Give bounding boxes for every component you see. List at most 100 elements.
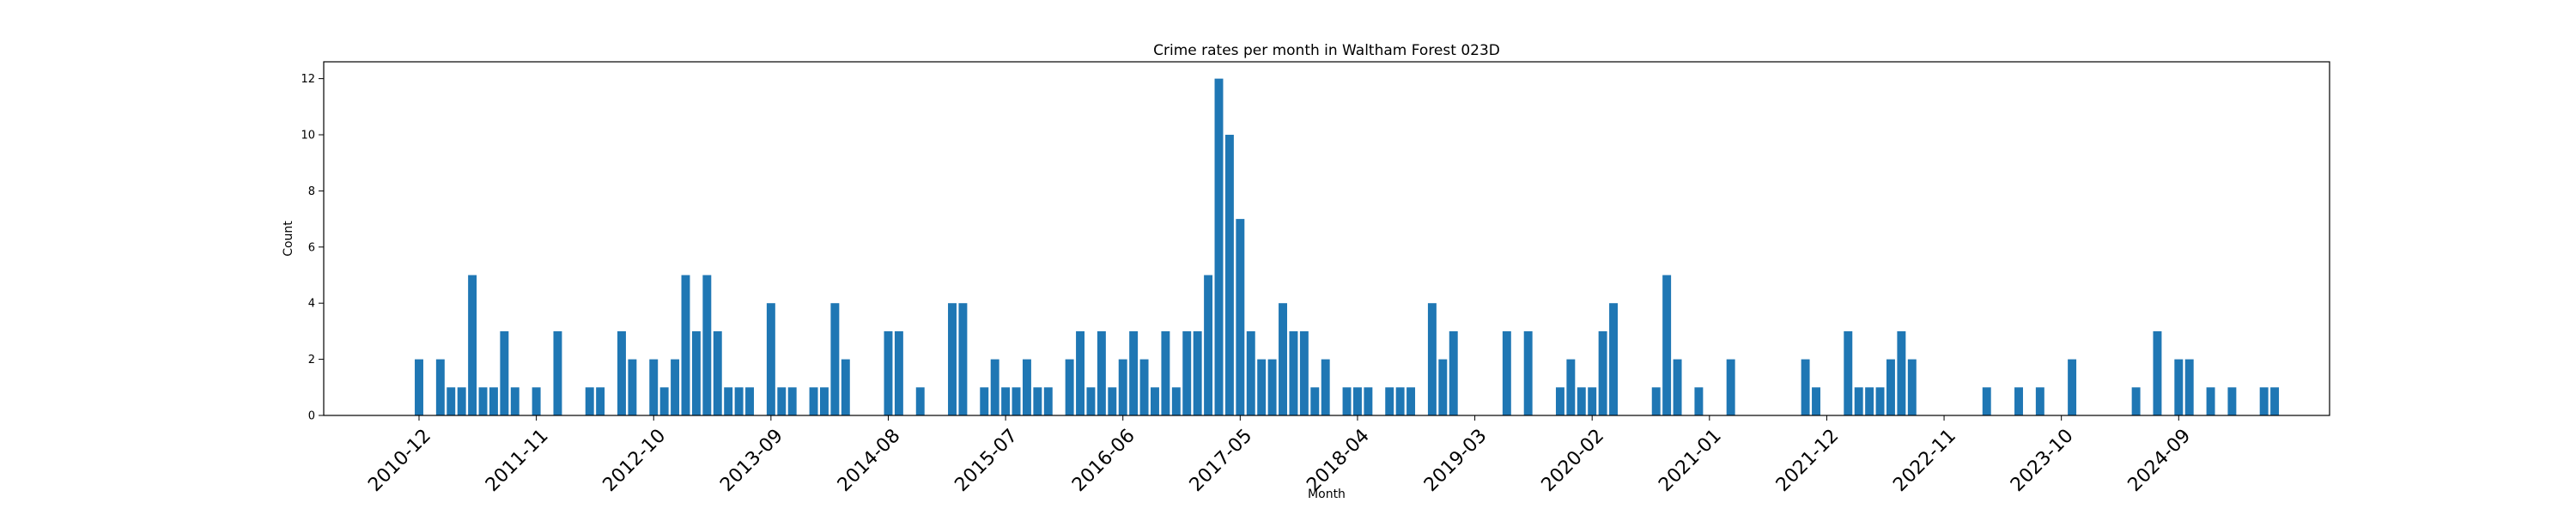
bar-131 (1812, 387, 1820, 415)
bar-81 (1279, 303, 1287, 415)
bar-110 (1588, 387, 1597, 415)
bar-78 (1246, 330, 1255, 415)
bar-61 (1065, 359, 1074, 415)
bar-50 (948, 303, 957, 415)
bar-70 (1161, 330, 1170, 415)
bar-47 (915, 387, 925, 415)
bar-82 (1289, 330, 1298, 415)
bar-112 (1609, 303, 1619, 415)
bar-97 (1449, 330, 1458, 415)
bar-53 (980, 387, 989, 415)
bar-28 (713, 330, 722, 415)
x-tick-label: 2012-10 (599, 425, 671, 496)
bar-0 (415, 359, 423, 415)
bar-4 (457, 387, 466, 415)
bar-136 (1865, 387, 1874, 415)
bar-96 (1438, 359, 1448, 415)
bar-45 (894, 330, 903, 415)
x-tick-label: 2010-12 (364, 425, 435, 496)
bar-87 (1342, 387, 1352, 415)
bar-55 (1001, 387, 1011, 415)
bar-56 (1012, 387, 1021, 415)
bar-31 (745, 387, 754, 415)
bar-137 (1875, 387, 1885, 415)
bar-135 (1854, 387, 1863, 415)
bar-67 (1129, 330, 1139, 415)
bar-83 (1299, 330, 1309, 415)
bar-134 (1844, 330, 1853, 415)
x-tick-label: 2023-10 (2007, 425, 2078, 496)
bar-150 (2014, 387, 2023, 415)
bar-152 (2035, 387, 2044, 415)
bars-group (415, 78, 2280, 416)
x-tick-label: 2016-06 (1068, 425, 1139, 496)
bar-173 (2259, 387, 2269, 415)
bar-71 (1171, 387, 1181, 415)
bar-109 (1577, 387, 1586, 415)
bar-116 (1651, 387, 1661, 415)
y-tick-label: 8 (308, 185, 315, 198)
bar-118 (1673, 359, 1682, 415)
bar-2 (435, 359, 445, 415)
x-tick-label: 2022-11 (1889, 425, 1960, 496)
bar-35 (787, 387, 797, 415)
bar-91 (1385, 387, 1394, 415)
bar-111 (1598, 330, 1607, 415)
bar-54 (990, 359, 999, 415)
bar-33 (766, 303, 775, 415)
bar-27 (702, 275, 712, 415)
bar-64 (1097, 330, 1106, 415)
bar-44 (884, 330, 893, 415)
x-tick-label: 2013-09 (716, 425, 787, 496)
bar-163 (2153, 330, 2162, 415)
bar-84 (1310, 387, 1320, 415)
x-tick-label: 2024-09 (2124, 425, 2196, 496)
bar-120 (1694, 387, 1704, 415)
bar-79 (1257, 359, 1267, 415)
bar-6 (478, 387, 488, 415)
bar-7 (489, 387, 498, 415)
bar-73 (1193, 330, 1202, 415)
bar-51 (958, 303, 968, 415)
bar-40 (841, 359, 850, 415)
bar-68 (1139, 359, 1149, 415)
bar-92 (1395, 387, 1405, 415)
x-tick-label: 2021-01 (1655, 425, 1726, 496)
bar-59 (1043, 387, 1053, 415)
bar-30 (734, 387, 744, 415)
bar-104 (1523, 330, 1533, 415)
bar-77 (1236, 219, 1245, 415)
y-axis: 0 2 4 6 8 10 12 (301, 73, 324, 423)
bar-139 (1897, 330, 1906, 415)
bar-155 (2068, 359, 2077, 415)
bar-34 (777, 387, 787, 415)
bar-165 (2174, 359, 2184, 415)
bar-65 (1108, 387, 1117, 415)
x-tick-label: 2011-11 (482, 425, 553, 496)
bar-107 (1555, 387, 1564, 415)
bar-11 (532, 387, 541, 415)
bar-66 (1118, 359, 1127, 415)
y-tick-label: 2 (308, 354, 315, 367)
bar-5 (468, 275, 477, 415)
bar-29 (724, 387, 733, 415)
bar-72 (1182, 330, 1192, 415)
bar-23 (659, 387, 669, 415)
x-tick-label: 2019-03 (1420, 425, 1492, 496)
bar-58 (1033, 387, 1042, 415)
x-tick-label: 2021-12 (1772, 425, 1844, 496)
bar-85 (1321, 359, 1330, 415)
bar-69 (1151, 387, 1159, 415)
bar-16 (585, 387, 594, 415)
bar-19 (617, 330, 626, 415)
bar-174 (2270, 387, 2280, 415)
plot-frame (323, 61, 2330, 416)
bar-102 (1502, 330, 1511, 415)
bar-168 (2206, 387, 2215, 415)
bar-76 (1224, 135, 1234, 415)
bar-80 (1267, 359, 1277, 415)
bar-147 (1982, 387, 1991, 415)
bar-138 (1886, 359, 1895, 415)
bar-63 (1086, 387, 1096, 415)
bar-8 (500, 330, 509, 415)
